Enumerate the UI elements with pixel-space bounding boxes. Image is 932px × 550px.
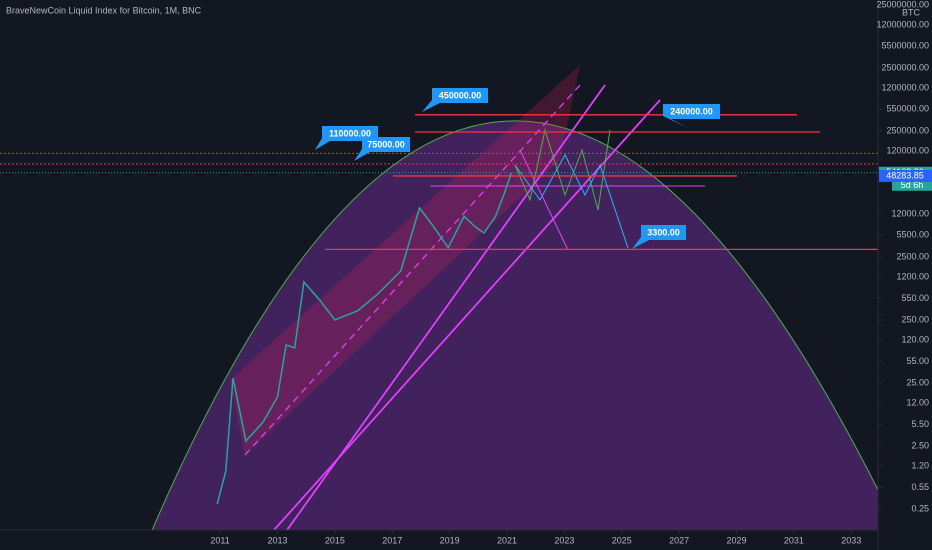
y-tick-label: 12000000.00 bbox=[876, 19, 929, 29]
y-tick-label: 2.50 bbox=[911, 440, 929, 450]
y-tick-label: 120.00 bbox=[901, 334, 929, 344]
chart-title: BraveNewCoin Liquid Index for Bitcoin, 1… bbox=[6, 5, 202, 15]
y-tick-label: 5.50 bbox=[911, 419, 929, 429]
y-tick-label: 5500000.00 bbox=[881, 41, 929, 51]
price-tag-label: 48283.85 bbox=[886, 170, 924, 180]
y-tick-label: 55.00 bbox=[906, 356, 929, 366]
drawings bbox=[151, 65, 878, 530]
x-tick-label: 2031 bbox=[784, 535, 804, 545]
callout-label: 110000.00 bbox=[329, 128, 371, 138]
callout-box bbox=[315, 126, 378, 150]
y-tick-label: 0.25 bbox=[911, 503, 929, 513]
y-tick-label: 25000000.00 bbox=[876, 0, 929, 9]
callout-label: 3300.00 bbox=[647, 227, 680, 237]
callout-box bbox=[422, 88, 488, 112]
x-tick-label: 2023 bbox=[554, 535, 574, 545]
countdown-tag bbox=[892, 179, 932, 191]
y-tick-label: 550000.00 bbox=[886, 104, 929, 114]
y-tick-label: 1.20 bbox=[911, 460, 929, 470]
countdown-label: 5d 6h bbox=[901, 180, 924, 190]
parabola-fill bbox=[152, 121, 878, 530]
price-tag bbox=[879, 169, 932, 182]
callout-box bbox=[354, 137, 410, 161]
y-tick-label: 2500000.00 bbox=[881, 62, 929, 72]
x-tick-label: 2021 bbox=[497, 535, 517, 545]
callout-label: 450000.00 bbox=[439, 90, 482, 100]
y-tick-label: 1200.00 bbox=[896, 271, 929, 281]
trendline bbox=[286, 84, 606, 530]
callout-box bbox=[632, 225, 686, 249]
x-tick-label: 2033 bbox=[841, 535, 861, 545]
y-tick-label: 0.55 bbox=[911, 482, 929, 492]
y-tick-label: 250.00 bbox=[901, 314, 929, 324]
channel bbox=[230, 65, 580, 455]
x-tick-label: 2015 bbox=[325, 535, 345, 545]
callout-label: 240000.00 bbox=[670, 106, 713, 116]
y-tick-label: 550.00 bbox=[901, 293, 929, 303]
projection bbox=[514, 128, 611, 211]
callout-label: 75000.00 bbox=[367, 139, 405, 149]
x-tick-label: 2027 bbox=[669, 535, 689, 545]
x-tick-label: 2025 bbox=[612, 535, 632, 545]
x-tick-label: 2013 bbox=[267, 535, 287, 545]
projection bbox=[514, 153, 629, 249]
x-tick-label: 2011 bbox=[210, 535, 229, 545]
y-tick-label: 120000.00 bbox=[886, 145, 929, 155]
y-tick-label: 25.00 bbox=[906, 377, 929, 387]
currency-label: BTC bbox=[902, 7, 921, 17]
y-tick-label: 12000.00 bbox=[891, 208, 929, 218]
x-tick-label: 2017 bbox=[382, 535, 402, 545]
y-tick-label: 12.00 bbox=[906, 397, 929, 407]
x-tick-label: 2029 bbox=[727, 535, 747, 545]
y-tick-label: 250000.00 bbox=[886, 125, 929, 135]
y-tick-label: 5500.00 bbox=[896, 230, 929, 240]
y-tick-label: 1200000.00 bbox=[881, 82, 929, 92]
price-line-series bbox=[216, 172, 513, 505]
plot bbox=[0, 114, 878, 505]
projection bbox=[519, 149, 569, 251]
x-tick-label: 2019 bbox=[440, 535, 460, 545]
parabola bbox=[151, 120, 878, 530]
trendline bbox=[272, 99, 661, 530]
y-tick-label: 2500.00 bbox=[896, 251, 929, 261]
callout-box bbox=[663, 104, 720, 128]
